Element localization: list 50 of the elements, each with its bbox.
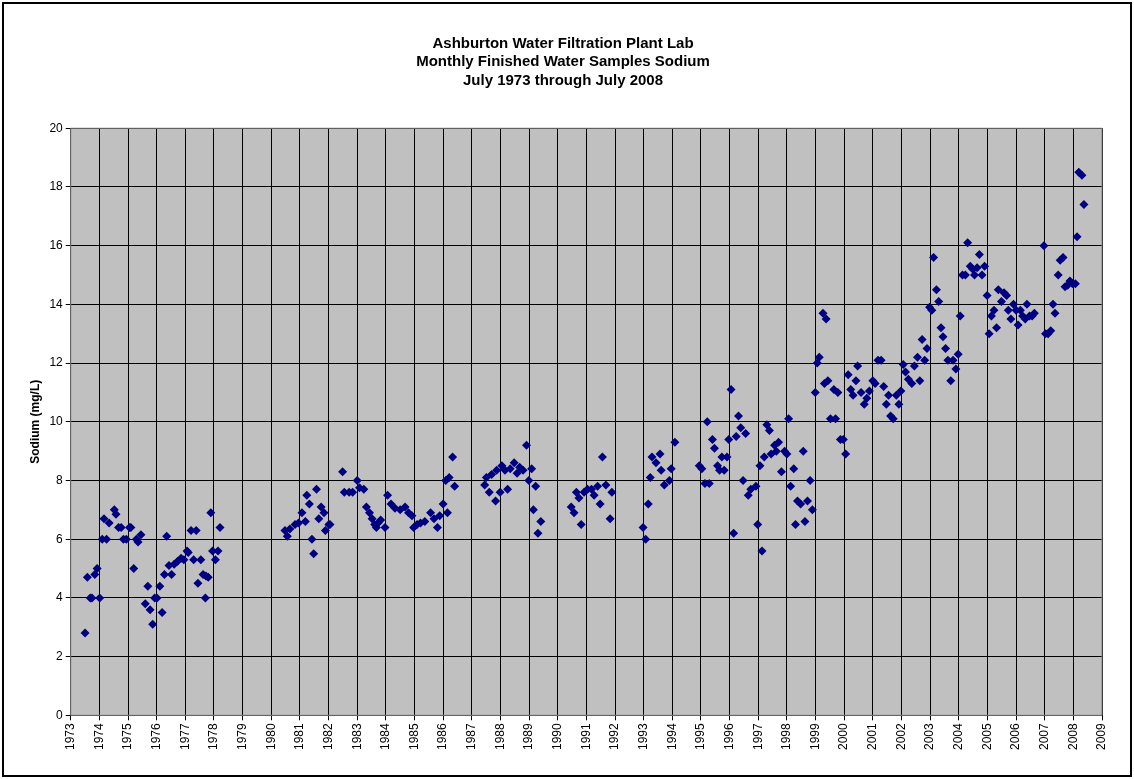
- x-tick-label: 1991: [578, 722, 593, 751]
- chart-title: Ashburton Water Filtration Plant Lab Monthly Finished Water Samples Sodium July 1973 through July 2008: [416, 33, 710, 89]
- x-tick-label: 1984: [378, 722, 393, 751]
- x-tick-label: 1981: [292, 722, 307, 751]
- x-tick-label: 2004: [951, 722, 966, 751]
- x-tick-label: 1987: [464, 722, 479, 751]
- y-tick-label: 10: [49, 414, 64, 429]
- x-tick-label: 2000: [836, 722, 851, 751]
- x-tick-label: 1982: [320, 722, 335, 751]
- x-tick-label: 1975: [120, 722, 135, 751]
- x-tick-label: 1983: [349, 722, 364, 751]
- x-tick-label: 1989: [521, 722, 536, 751]
- y-tick-label: 6: [56, 531, 64, 546]
- x-tick-label: 2007: [1037, 722, 1052, 751]
- y-tick-label: 16: [49, 237, 64, 252]
- x-tick-label: 1992: [607, 722, 622, 751]
- x-tick-label: 1998: [779, 722, 794, 751]
- y-tick-label: 18: [49, 179, 64, 194]
- x-tick-label: 2009: [1094, 722, 1109, 751]
- x-tick-label: 2002: [893, 722, 908, 751]
- y-tick-label: 8: [56, 472, 64, 487]
- x-tick-label: 1980: [263, 722, 278, 751]
- x-tick-label: 2005: [979, 722, 994, 751]
- y-tick-label: 2: [56, 648, 64, 663]
- x-tick-label: 1976: [149, 722, 163, 751]
- x-tick-label: 1997: [750, 722, 765, 751]
- y-tick-label: 0: [56, 707, 64, 722]
- x-tick-label: 2008: [1065, 722, 1080, 751]
- x-tick-label: 1973: [63, 722, 78, 751]
- x-tick-label: 1993: [635, 722, 650, 751]
- x-tick-label: 1996: [721, 722, 736, 751]
- x-tick-label: 1999: [807, 722, 822, 751]
- y-axis-title: Sodium (mg/L): [27, 379, 42, 464]
- x-tick-label: 1995: [693, 722, 708, 751]
- x-tick-label: 1994: [664, 722, 679, 751]
- y-tick-label: 20: [49, 120, 64, 135]
- x-tick-label: 1978: [206, 722, 221, 751]
- x-tick-label: 1988: [492, 722, 507, 751]
- x-tick-label: 1985: [406, 722, 421, 751]
- x-tick-label: 2003: [922, 722, 937, 751]
- x-tick-label: 1979: [234, 722, 249, 751]
- y-tick-label: 14: [49, 296, 64, 311]
- x-tick-label: 1974: [91, 722, 106, 751]
- x-tick-label: 2006: [1008, 722, 1023, 751]
- x-tick-label: 1977: [177, 722, 192, 751]
- x-tick-label: 1990: [550, 722, 565, 751]
- x-tick-label: 1986: [435, 722, 450, 751]
- y-tick-label: 12: [49, 355, 64, 370]
- x-tick-label: 2001: [865, 722, 880, 751]
- y-tick-label: 4: [56, 590, 64, 605]
